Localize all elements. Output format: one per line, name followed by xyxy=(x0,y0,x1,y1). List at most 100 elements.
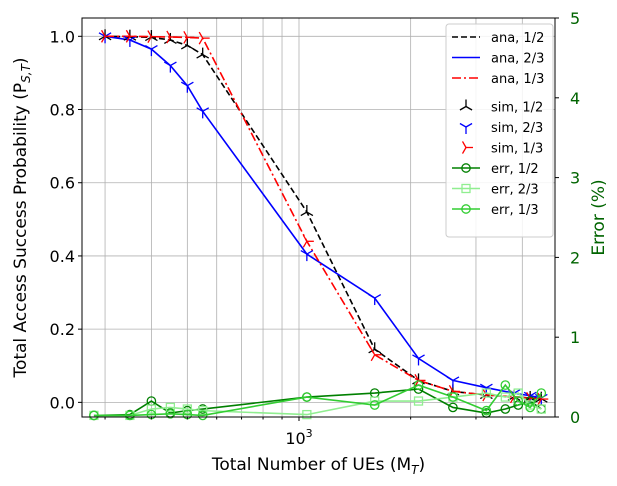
y2-axis-label: Error (%) xyxy=(589,179,609,255)
marker-stroke xyxy=(306,211,314,217)
marker-stroke xyxy=(412,354,419,359)
legend-entry: err, 1/2 xyxy=(452,162,539,177)
marker-circle xyxy=(413,380,424,390)
data-point-marker xyxy=(300,205,314,217)
y-tick-label: 0.4 xyxy=(50,247,75,266)
series-line xyxy=(93,383,542,417)
marker-stroke xyxy=(461,141,467,148)
data-point-marker xyxy=(525,402,536,413)
data-point-marker xyxy=(448,402,458,413)
marker-stroke xyxy=(461,147,467,154)
data-point-marker xyxy=(125,410,135,421)
marker-circle xyxy=(500,380,511,390)
y-axis-label: Total Access Success Probability (PS,T) xyxy=(11,57,33,378)
data-point-marker xyxy=(183,31,195,44)
data-point-marker xyxy=(302,409,312,420)
data-point-marker xyxy=(370,348,382,362)
marker-stroke xyxy=(100,29,106,37)
y-tick-label: 1.0 xyxy=(50,27,75,46)
data-point-marker xyxy=(198,31,210,45)
legend-label: err, 1/3 xyxy=(491,203,539,218)
data-point-marker xyxy=(413,396,424,406)
data-point-marker xyxy=(481,388,492,398)
data-point-marker xyxy=(368,342,382,354)
marker-stroke xyxy=(459,105,467,111)
y2-tick-label: 5 xyxy=(570,9,580,28)
marker-stroke xyxy=(123,35,131,41)
data-point-marker xyxy=(536,388,547,398)
data-point-marker xyxy=(163,61,177,73)
marker-stroke xyxy=(166,36,171,44)
legend-label: ana, 1/3 xyxy=(491,72,544,87)
marker-stroke xyxy=(482,394,487,402)
y-tick-label: 0.0 xyxy=(50,393,75,412)
marker-stroke xyxy=(100,35,106,43)
marker-stroke xyxy=(187,44,194,50)
marker-circle xyxy=(302,392,312,402)
marker-stroke xyxy=(370,354,376,362)
data-point-marker xyxy=(500,392,510,402)
marker-stroke xyxy=(151,36,158,42)
marker-stroke xyxy=(479,383,487,389)
marker-circle xyxy=(165,408,176,419)
marker-square xyxy=(165,402,176,413)
series-line xyxy=(104,35,542,399)
marker-stroke xyxy=(482,388,487,396)
marker-circle xyxy=(536,388,547,398)
marker-stroke xyxy=(465,105,473,111)
data-point-marker xyxy=(459,99,473,111)
series-err-1-3 xyxy=(89,380,547,421)
marker-circle xyxy=(448,402,458,413)
data-point-marker xyxy=(146,404,157,414)
marker-stroke xyxy=(198,31,204,39)
marker-square xyxy=(481,388,492,398)
marker-stroke xyxy=(529,391,537,397)
marker-stroke xyxy=(486,383,493,389)
marker-circle xyxy=(525,402,536,413)
marker-stroke xyxy=(300,211,308,217)
data-point-marker xyxy=(180,81,194,93)
legend-entry: sim, 1/3 xyxy=(461,141,543,157)
marker-stroke xyxy=(202,54,210,59)
marker-square xyxy=(182,404,192,414)
marker-stroke xyxy=(196,107,204,112)
marker-square xyxy=(500,392,510,402)
data-point-marker xyxy=(180,38,194,50)
marker-stroke xyxy=(448,384,454,392)
legend-entry: err, 2/3 xyxy=(452,183,539,198)
y-tick-label: 0.8 xyxy=(50,101,75,120)
marker-stroke xyxy=(198,37,204,45)
marker-stroke xyxy=(509,396,515,404)
marker-stroke xyxy=(459,122,467,128)
marker-stroke xyxy=(170,61,177,67)
marker-stroke xyxy=(129,35,137,41)
marker-stroke xyxy=(374,293,382,299)
marker-circle xyxy=(89,410,99,421)
marker-stroke xyxy=(465,122,473,128)
data-point-marker xyxy=(145,45,158,57)
marker-stroke xyxy=(147,36,152,44)
marker-stroke xyxy=(446,376,454,381)
marker-stroke xyxy=(147,30,152,37)
legend-label: sim, 2/3 xyxy=(491,121,543,136)
data-point-marker xyxy=(165,402,176,413)
marker-circle xyxy=(448,392,458,402)
data-point-marker xyxy=(182,404,192,414)
x-axis-label: Total Number of UEs (MT) xyxy=(211,455,425,477)
data-point-marker xyxy=(500,404,511,414)
marker-square xyxy=(302,409,312,420)
marker-stroke xyxy=(180,81,188,87)
legend-entry: err, 1/3 xyxy=(452,203,539,218)
legend: ana, 1/2 ana, 2/3 ana, 1/3 sim, 1/2 sim, 2/3… xyxy=(445,23,554,238)
marker-circle xyxy=(500,404,511,414)
marker-stroke xyxy=(183,31,188,38)
data-point-marker xyxy=(123,35,137,47)
marker-circle xyxy=(461,204,471,214)
y2-tick-label: 4 xyxy=(570,89,580,108)
marker-square xyxy=(536,404,546,414)
data-point-marker xyxy=(500,380,511,390)
marker-circle xyxy=(369,400,380,410)
marker-stroke xyxy=(368,348,376,354)
